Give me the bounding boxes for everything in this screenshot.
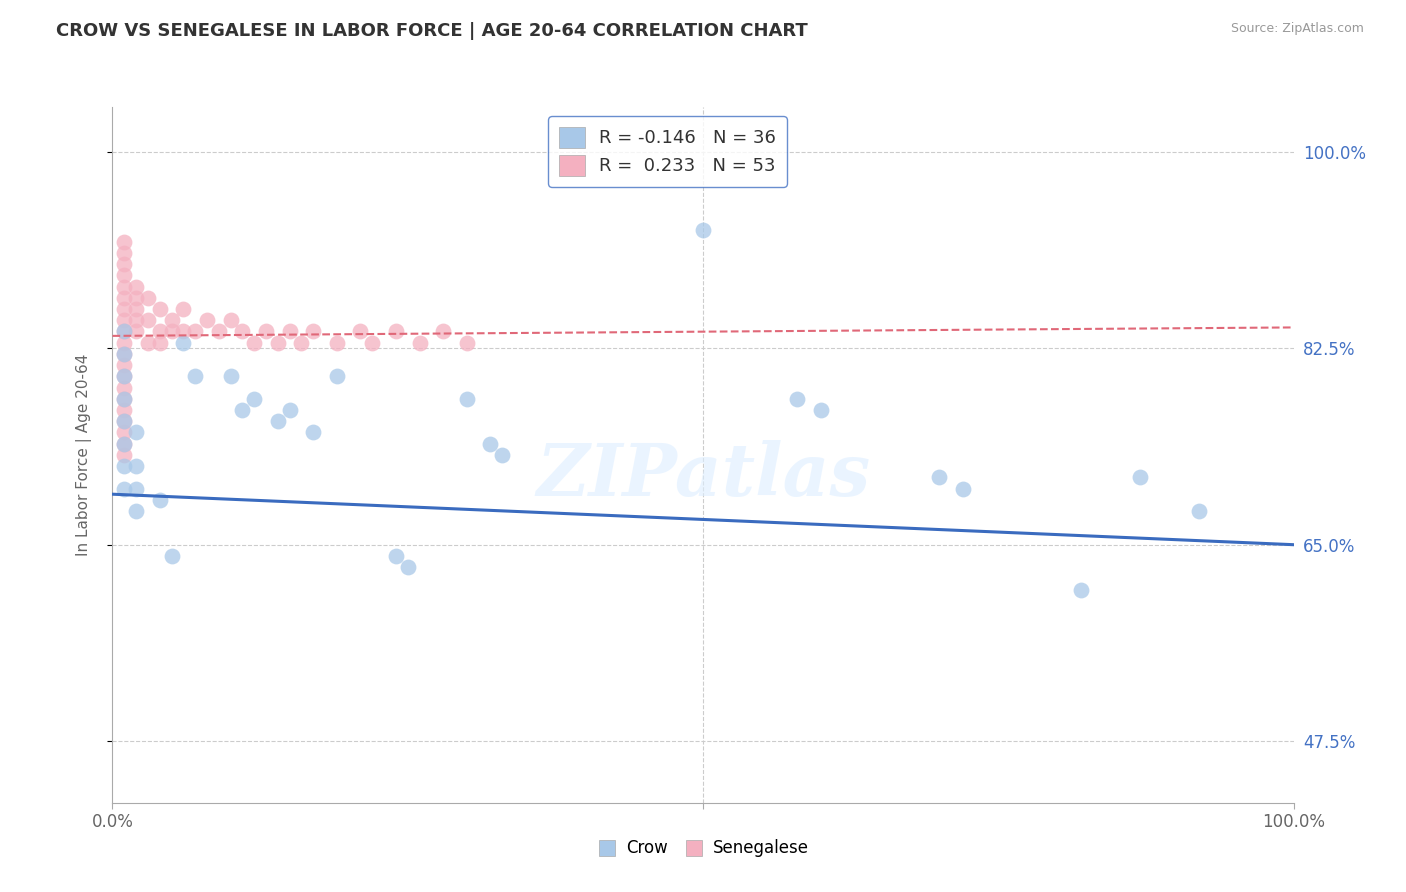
Point (1129, 470, 1152, 484)
Point (112, 347, 135, 361)
Point (112, 246, 135, 260)
Point (361, 335, 384, 350)
Point (112, 313, 135, 327)
Point (125, 279, 148, 293)
Point (149, 335, 172, 350)
Point (1188, 504, 1211, 518)
Point (112, 301, 135, 316)
Point (786, 392, 808, 406)
Point (385, 325, 408, 339)
Point (112, 369, 135, 384)
Point (456, 335, 478, 350)
Point (160, 313, 183, 327)
Point (112, 459, 135, 474)
Point (243, 335, 266, 350)
Point (112, 482, 135, 496)
Y-axis label: In Labor Force | Age 20-64: In Labor Force | Age 20-64 (76, 354, 91, 556)
Point (349, 325, 371, 339)
Point (149, 325, 172, 339)
Point (231, 325, 253, 339)
Point (112, 425, 135, 440)
Text: ZIPatlas: ZIPatlas (536, 441, 870, 511)
Point (149, 301, 172, 316)
Point (326, 369, 349, 384)
Point (184, 369, 207, 384)
Point (172, 325, 194, 339)
Point (112, 325, 135, 339)
Point (267, 335, 290, 350)
Point (125, 482, 148, 496)
Point (208, 325, 231, 339)
Point (112, 414, 135, 428)
Point (290, 335, 312, 350)
Point (112, 392, 135, 406)
Point (112, 325, 135, 339)
Point (231, 403, 253, 417)
Point (302, 425, 325, 440)
Point (184, 325, 207, 339)
Point (125, 313, 148, 327)
Point (160, 325, 183, 339)
Point (112, 369, 135, 384)
Point (125, 425, 148, 440)
Point (149, 492, 172, 507)
Point (243, 392, 266, 406)
Point (278, 403, 301, 417)
Point (125, 325, 148, 339)
Point (112, 347, 135, 361)
Point (125, 291, 148, 305)
Point (112, 403, 135, 417)
Point (136, 291, 159, 305)
Point (112, 448, 135, 462)
Text: CROW VS SENEGALESE IN LABOR FORCE | AGE 20-64 CORRELATION CHART: CROW VS SENEGALESE IN LABOR FORCE | AGE … (56, 22, 808, 40)
Point (385, 549, 408, 563)
Point (219, 369, 242, 384)
Point (408, 335, 430, 350)
Point (172, 335, 194, 350)
Point (432, 325, 454, 339)
Point (326, 335, 349, 350)
Point (112, 392, 135, 406)
Point (112, 291, 135, 305)
Text: Source: ZipAtlas.com: Source: ZipAtlas.com (1230, 22, 1364, 36)
Point (136, 335, 159, 350)
Point (928, 470, 950, 484)
Point (112, 235, 135, 249)
Point (112, 279, 135, 293)
Point (112, 414, 135, 428)
Point (267, 414, 290, 428)
Point (172, 301, 194, 316)
Point (302, 325, 325, 339)
Point (219, 313, 242, 327)
Point (112, 436, 135, 450)
Point (125, 459, 148, 474)
Point (112, 358, 135, 372)
Point (195, 313, 218, 327)
Point (125, 301, 148, 316)
Point (456, 392, 478, 406)
Point (952, 482, 974, 496)
Legend: Crow, Senegalese: Crow, Senegalese (591, 833, 815, 864)
Point (278, 325, 301, 339)
Point (112, 257, 135, 271)
Point (112, 436, 135, 450)
Point (254, 325, 277, 339)
Point (479, 436, 502, 450)
Point (160, 549, 183, 563)
Point (491, 448, 513, 462)
Point (125, 504, 148, 518)
Point (112, 268, 135, 283)
Point (112, 381, 135, 395)
Point (396, 560, 419, 574)
Point (692, 223, 714, 237)
Point (1070, 582, 1092, 597)
Point (136, 313, 159, 327)
Point (112, 335, 135, 350)
Point (810, 403, 832, 417)
